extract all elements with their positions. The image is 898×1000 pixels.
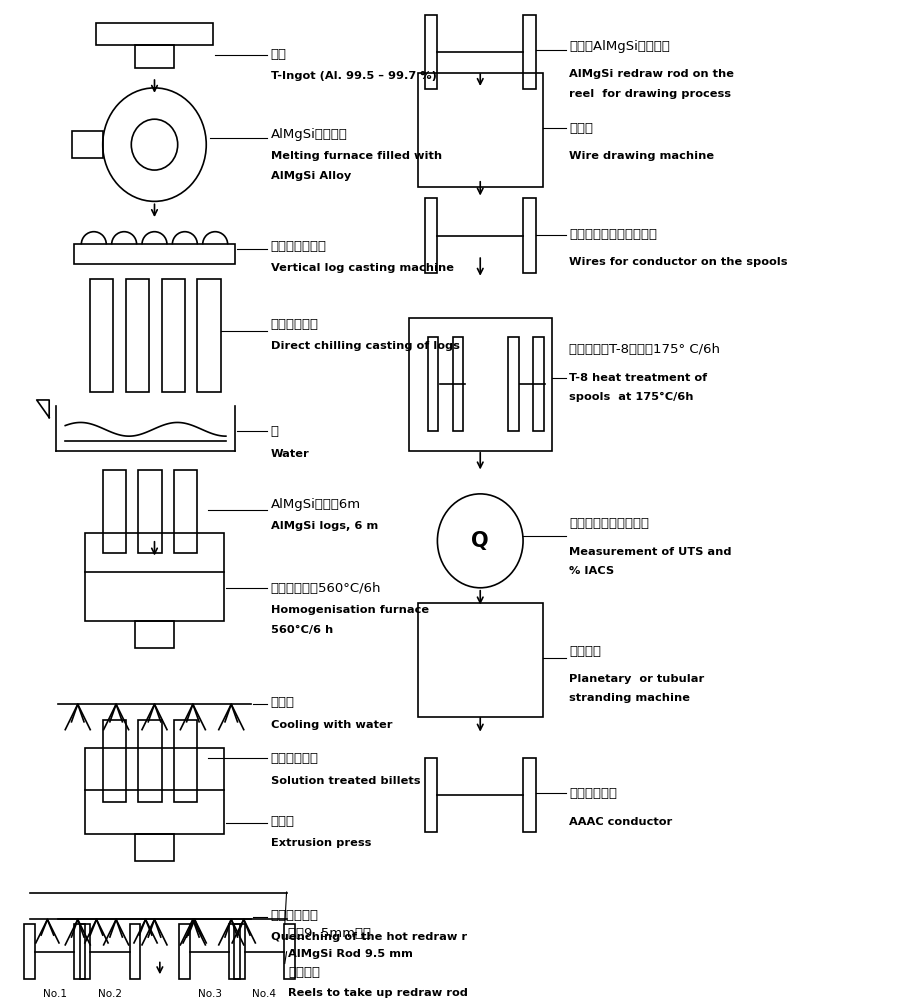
Bar [90, 279, 113, 392]
Bar [533, 337, 543, 431]
Bar [138, 470, 162, 553]
Text: T-Ingot (Al. 99.5 – 99.7 %): T-Ingot (Al. 99.5 – 99.7 %) [270, 71, 436, 81]
Text: 热拉铝杆淥火: 热拉铝杆淥火 [270, 909, 319, 922]
Bar [135, 621, 174, 648]
Text: spools  at 175°C/6h: spools at 175°C/6h [569, 392, 694, 402]
Text: 全铝合金导线: 全铝合金导线 [569, 787, 618, 800]
Text: Vertical log casting machine: Vertical log casting machine [270, 263, 453, 273]
Bar [174, 720, 198, 802]
Text: stranding machine: stranding machine [569, 693, 691, 703]
Text: Water: Water [270, 449, 309, 459]
Text: 拉丝机: 拉丝机 [569, 122, 594, 135]
Bar [425, 15, 437, 89]
Text: No.4: No.4 [252, 989, 277, 999]
Text: % IACS: % IACS [569, 566, 614, 576]
Bar [75, 924, 85, 979]
Bar [80, 924, 90, 979]
Text: 行星给制: 行星给制 [569, 645, 602, 658]
Text: AAAC conductor: AAAC conductor [569, 817, 673, 827]
Bar [174, 470, 198, 553]
Text: 铸锤: 铸锤 [270, 48, 286, 61]
Bar [138, 720, 162, 802]
Bar [418, 603, 542, 717]
Text: Planetary  or tubular: Planetary or tubular [569, 674, 705, 684]
Text: Wire drawing machine: Wire drawing machine [569, 151, 715, 161]
Text: AlMgSi Rod 9.5 mm: AlMgSi Rod 9.5 mm [288, 949, 413, 959]
Bar [73, 131, 102, 158]
Bar [24, 924, 35, 979]
Bar [126, 279, 149, 392]
Text: No.3: No.3 [198, 989, 222, 999]
Text: 成圈的丝线用于制作导线: 成圈的丝线用于制作导线 [569, 228, 657, 241]
Bar [453, 337, 463, 431]
Bar [102, 470, 126, 553]
Bar [508, 337, 519, 431]
Text: 铝合金丝线T-8热处理175° C/6h: 铝合金丝线T-8热处理175° C/6h [569, 343, 720, 356]
Bar [233, 924, 244, 979]
Text: 立式圆棒连铸机: 立式圆棒连铸机 [270, 240, 327, 253]
Text: 圆棒直接冷却: 圆棒直接冷却 [270, 318, 319, 331]
Text: Q: Q [471, 531, 489, 551]
Text: Wires for conductor on the spools: Wires for conductor on the spools [569, 257, 788, 267]
Text: AlMgSi logs, 6 m: AlMgSi logs, 6 m [270, 521, 378, 531]
Text: Reels to take up redraw rod: Reels to take up redraw rod [288, 988, 468, 998]
Text: 铝杆盘圈: 铝杆盘圈 [288, 966, 321, 979]
Text: AlMgSi合金燕炼: AlMgSi合金燕炼 [270, 128, 348, 141]
Text: Quenching of the hot redraw r: Quenching of the hot redraw r [270, 932, 467, 942]
Bar [135, 834, 174, 861]
Text: 挤压机: 挤压机 [270, 815, 295, 828]
Bar [427, 337, 438, 431]
Text: AlMgSi圆棒，6m: AlMgSi圆棒，6m [270, 498, 361, 511]
Bar [135, 45, 174, 68]
Bar [409, 318, 551, 451]
Bar [85, 533, 224, 621]
Text: Homogenisation furnace: Homogenisation furnace [270, 605, 428, 615]
Bar [75, 244, 234, 264]
Text: 盘圈的AlMgSi再拉铝杆: 盘圈的AlMgSi再拉铝杆 [569, 40, 670, 53]
Text: Direct chilling casting of logs: Direct chilling casting of logs [270, 341, 460, 351]
Bar [523, 15, 535, 89]
Bar [129, 924, 140, 979]
Text: No.1: No.1 [42, 989, 66, 999]
Text: reel  for drawing process: reel for drawing process [569, 89, 732, 99]
Text: AlMgSi Alloy: AlMgSi Alloy [270, 171, 351, 181]
Text: 水: 水 [270, 425, 278, 438]
Text: Solution treated billets: Solution treated billets [270, 776, 420, 786]
Text: 水冷却: 水冷却 [270, 696, 295, 709]
Bar [230, 924, 240, 979]
Bar [523, 758, 535, 832]
Text: 抗拉强度和导电率测试: 抗拉强度和导电率测试 [569, 517, 649, 530]
Bar [102, 720, 126, 802]
Text: Extrusion press: Extrusion press [270, 838, 371, 848]
Bar [180, 924, 190, 979]
Text: 直冄9. 5mm铝杆: 直冄9. 5mm铝杆 [288, 927, 372, 940]
Bar [162, 279, 185, 392]
Text: AlMgSi redraw rod on the: AlMgSi redraw rod on the [569, 69, 735, 79]
Bar [284, 924, 295, 979]
Text: Cooling with water: Cooling with water [270, 720, 392, 730]
Text: 均匀化处理，560°C/6h: 均匀化处理，560°C/6h [270, 582, 381, 595]
Text: T-8 heat treatment of: T-8 heat treatment of [569, 373, 708, 383]
Bar [418, 73, 542, 187]
Text: Measurement of UTS and: Measurement of UTS and [569, 547, 732, 557]
Text: 560°C/6 h: 560°C/6 h [270, 625, 333, 635]
Text: Melting furnace filled with: Melting furnace filled with [270, 151, 442, 161]
Text: No.2: No.2 [98, 989, 122, 999]
Bar [198, 279, 221, 392]
Bar [85, 748, 224, 834]
Bar [96, 23, 213, 45]
Text: 固溶处理坏料: 固溶处理坏料 [270, 752, 319, 765]
Bar [523, 198, 535, 273]
Bar [425, 758, 437, 832]
Bar [425, 198, 437, 273]
